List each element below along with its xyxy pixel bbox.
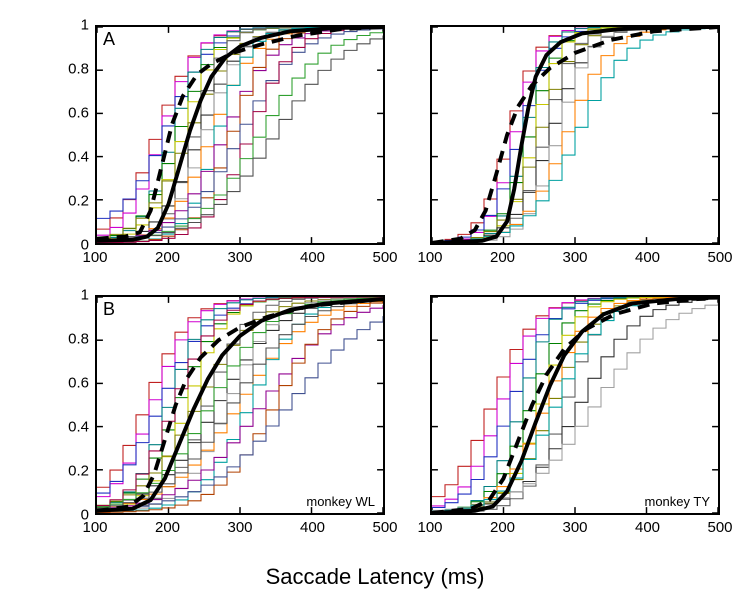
plot-svg	[97, 297, 383, 513]
x-tick-label: 300	[227, 245, 252, 266]
x-tick-label: 500	[707, 515, 732, 536]
panel-B_left: Bmonkey WL00.20.40.60.81100200300400500	[95, 295, 385, 515]
x-tick-label: 100	[82, 515, 107, 536]
x-tick-label: 500	[372, 245, 397, 266]
y-tick-label: 1	[81, 287, 95, 304]
x-tick-label: 400	[300, 245, 325, 266]
y-tick-label: 0.6	[68, 375, 95, 392]
x-tick-label: 200	[490, 515, 515, 536]
x-tick-label: 500	[707, 245, 732, 266]
panel-caption: monkey WL	[306, 494, 375, 509]
y-tick-label: 0.4	[68, 149, 95, 166]
x-tick-label: 200	[155, 515, 180, 536]
panel-letter: B	[103, 299, 115, 320]
x-tick-label: 200	[490, 245, 515, 266]
plot-area	[430, 295, 720, 515]
plot-area	[95, 295, 385, 515]
x-tick-label: 400	[300, 515, 325, 536]
panel-B_right: monkey TY100200300400500	[430, 295, 720, 515]
x-tick-label: 400	[635, 245, 660, 266]
y-tick-label: 0.4	[68, 419, 95, 436]
x-tick-label: 500	[372, 515, 397, 536]
x-tick-label: 100	[82, 245, 107, 266]
x-axis-label: Saccade Latency (ms)	[0, 564, 750, 590]
plot-svg	[432, 27, 718, 243]
panel-A_right: 100200300400500	[430, 25, 720, 245]
y-tick-label: 0.8	[68, 331, 95, 348]
plot-svg	[432, 297, 718, 513]
panel-letter: A	[103, 29, 115, 50]
y-tick-label: 1	[81, 17, 95, 34]
panel-A_left: A00.20.40.60.81100200300400500	[95, 25, 385, 245]
figure-root: Cumulative Probability Saccade Latency (…	[0, 0, 750, 596]
y-tick-label: 0.2	[68, 193, 95, 210]
x-tick-label: 400	[635, 515, 660, 536]
plot-svg	[97, 27, 383, 243]
plot-area	[95, 25, 385, 245]
plot-area	[430, 25, 720, 245]
x-tick-label: 200	[155, 245, 180, 266]
x-tick-label: 300	[562, 515, 587, 536]
x-tick-label: 300	[562, 245, 587, 266]
y-tick-label: 0.2	[68, 463, 95, 480]
y-tick-label: 0.8	[68, 61, 95, 78]
y-tick-label: 0.6	[68, 105, 95, 122]
panel-caption: monkey TY	[644, 494, 710, 509]
x-tick-label: 300	[227, 515, 252, 536]
x-tick-label: 100	[417, 245, 442, 266]
x-tick-label: 100	[417, 515, 442, 536]
